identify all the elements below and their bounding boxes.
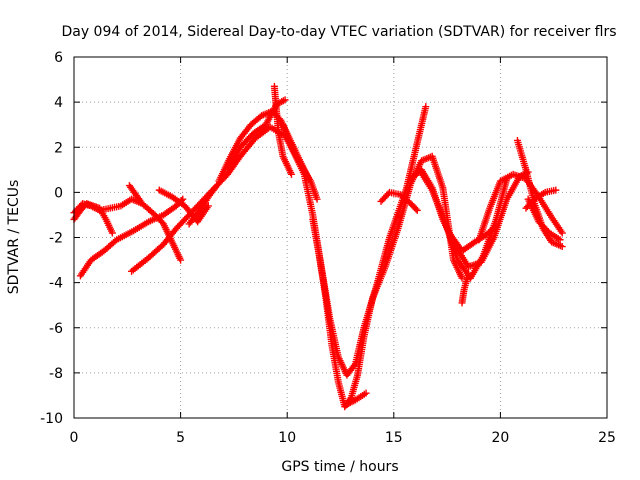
y-tick-label: -8 [49,366,63,382]
y-tick-label: -4 [49,276,63,292]
data-series [377,188,421,214]
data-series [524,195,564,244]
data-point-marker [287,170,295,178]
x-tick-labels: 0 5 10 15 20 25 [70,430,616,446]
y-axis-label: SDTVAR / TECUs [6,180,22,295]
data-point-marker [413,206,421,214]
y-tick-label: 6 [54,50,63,66]
chart-title: Day 094 of 2014, Sidereal Day-to-day VTE… [61,24,616,40]
y-tick-labels: -10 -8 -6 -4 -2 0 2 4 6 [40,50,63,427]
data-point-marker [552,186,560,194]
x-tick-label: 15 [385,430,403,446]
data-layer [70,82,566,411]
data-point-marker [556,236,564,244]
data-series [224,96,289,174]
data-point-marker [362,389,370,397]
y-tick-label: -2 [49,231,63,247]
data-point-marker [464,270,472,278]
data-point-marker [492,222,500,230]
y-tick-label: 0 [54,185,63,201]
data-point-marker [491,224,499,232]
y-tick-label: 2 [54,140,63,156]
data-series [343,389,370,408]
data-point-marker [108,229,116,237]
data-point-marker [313,195,321,203]
y-tick-label: -6 [49,321,63,337]
data-series [458,270,472,307]
data-point-marker [558,243,566,251]
data-series [270,82,295,178]
y-tick-label: -10 [40,411,63,427]
x-tick-label: 20 [491,430,509,446]
data-point-marker [177,256,185,264]
data-point-marker [281,96,289,104]
data-point-marker [350,361,358,369]
x-tick-label: 5 [176,430,185,446]
data-series [445,222,500,255]
data-series [76,195,187,280]
data-point-marker [558,229,566,237]
x-axis-label: GPS time / hours [281,459,398,475]
data-point-marker [422,103,430,111]
data-point-marker [412,205,420,213]
x-tick-label: 10 [278,430,296,446]
x-tick-label: 0 [70,430,79,446]
plot-frame [73,56,608,419]
x-tick-label: 25 [598,430,616,446]
y-tick-label: 4 [54,95,63,111]
